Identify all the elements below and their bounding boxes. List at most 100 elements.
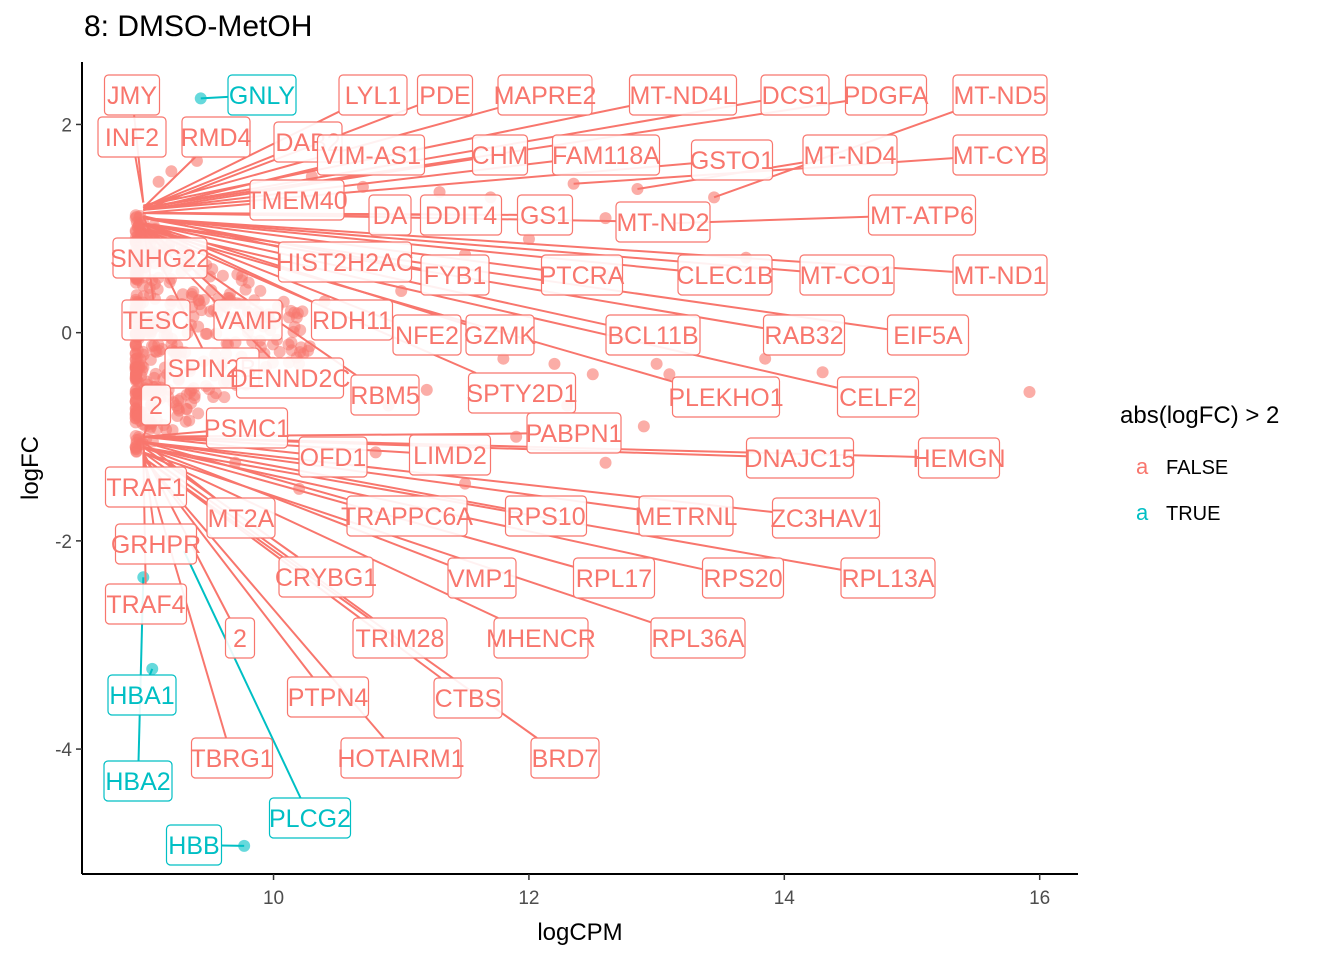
gene-label-box (497, 74, 593, 116)
gene-label: CHM (472, 142, 529, 170)
gene-label: SPTY2D1 (466, 380, 577, 408)
legend-label-true: TRUE (1166, 503, 1221, 525)
data-point (136, 279, 149, 292)
y-ticks: -4 -2 0 2 (55, 115, 82, 761)
gene-label: NFE2 (395, 322, 459, 350)
gene-label-box (690, 139, 774, 181)
data-point (497, 352, 510, 365)
y-axis-label: logFC (17, 436, 44, 500)
gene-label: VAMP (214, 307, 283, 335)
gene-label-box (526, 412, 622, 454)
label-connector (143, 166, 318, 211)
gene-label-box (799, 254, 895, 296)
label-connector (143, 227, 673, 383)
gene-label-box (530, 737, 600, 779)
gene-label: MT-ND1 (953, 262, 1046, 290)
data-point (369, 446, 382, 459)
gene-label-box (638, 495, 734, 537)
gene-label-box (952, 134, 1048, 176)
gene-label: INF2 (105, 124, 159, 152)
gene-label: RPS20 (703, 565, 782, 593)
gene-label: CRYBG1 (275, 564, 377, 592)
data-point (459, 477, 472, 490)
gene-label: LIMD2 (413, 442, 487, 470)
gene-label: MHENCR (486, 625, 596, 653)
gene-label-box (504, 495, 588, 537)
gene-label-box (516, 194, 574, 236)
gene-label: MT-CYB (953, 142, 1047, 170)
data-point (148, 371, 161, 384)
label-connector (143, 202, 251, 214)
gene-label: TESC (123, 307, 190, 335)
gene-label: RPS10 (506, 503, 585, 531)
gene-label: PDE (419, 82, 470, 110)
gene-label-box (465, 314, 535, 356)
gene-label: METRNL (635, 503, 738, 531)
data-point (165, 165, 178, 178)
gene-label: HIST2H2AC (276, 249, 414, 277)
gene-label: RAB32 (764, 322, 843, 350)
legend-key-false: a (1136, 454, 1149, 479)
gene-label-box (298, 436, 368, 478)
label-connector (142, 451, 652, 624)
legend-title: abs(logFC) > 2 (1120, 402, 1280, 429)
gene-label-box (103, 74, 161, 116)
gene-label-box (103, 760, 173, 802)
gene-label-box (760, 74, 830, 116)
data-point (216, 269, 229, 282)
gene-label-box (346, 495, 468, 537)
label-connector (183, 550, 302, 799)
gene-label-box (206, 497, 276, 539)
x-axis-label: logCPM (537, 919, 622, 946)
data-point (235, 274, 248, 287)
gene-label-box (140, 384, 172, 426)
gene-label-box (419, 194, 503, 236)
gene-label: RPL36A (651, 625, 744, 653)
gene-label-box (224, 617, 256, 659)
label-connector (143, 446, 842, 571)
gene-label-box (213, 299, 283, 341)
data-point (302, 344, 315, 357)
label-connector (143, 441, 348, 501)
data-point (267, 338, 280, 351)
gene-label-box (165, 824, 223, 866)
data-point (599, 212, 612, 225)
gene-label-box (338, 74, 408, 116)
data-point (183, 414, 196, 427)
data-point (420, 383, 433, 396)
gene-label-box (615, 201, 711, 243)
label-connector (148, 668, 154, 676)
gene-label: EIF5A (893, 322, 963, 350)
gene-label-box (249, 179, 345, 221)
gene-label: TRAF1 (106, 474, 185, 502)
gene-label: GRHPR (111, 531, 201, 559)
gene-label: MT2A (208, 505, 275, 533)
gene-label-box (493, 617, 589, 659)
gene-label: LYL1 (345, 82, 402, 110)
gene-label: TRIM28 (356, 625, 445, 653)
y-tick-label: 2 (61, 115, 72, 136)
gene-label-box (844, 74, 928, 116)
legend-label-false: FALSE (1166, 457, 1229, 479)
data-point (180, 403, 193, 416)
label-connector (143, 227, 838, 389)
gene-label: CELF2 (839, 384, 917, 412)
gene-label: CTBS (435, 685, 502, 713)
gene-label-box (235, 357, 345, 399)
gene-label-box (227, 74, 297, 116)
gene-label: VIM-AS1 (321, 142, 421, 170)
axes (81, 62, 1078, 875)
gene-label-box (701, 557, 785, 599)
data-point (637, 420, 650, 433)
data-point (130, 216, 143, 229)
gene-label: HBA2 (105, 768, 170, 796)
gene-label: DDIT4 (425, 202, 497, 230)
gene-label-box (447, 557, 517, 599)
gene-label: HBB (168, 832, 219, 860)
data-point (193, 298, 206, 311)
gene-label: RPL17 (576, 565, 652, 593)
gene-label: DCS1 (762, 82, 829, 110)
gene-label-box (572, 557, 656, 599)
legend-key-true: a (1136, 500, 1149, 525)
gene-label: GS1 (520, 202, 570, 230)
